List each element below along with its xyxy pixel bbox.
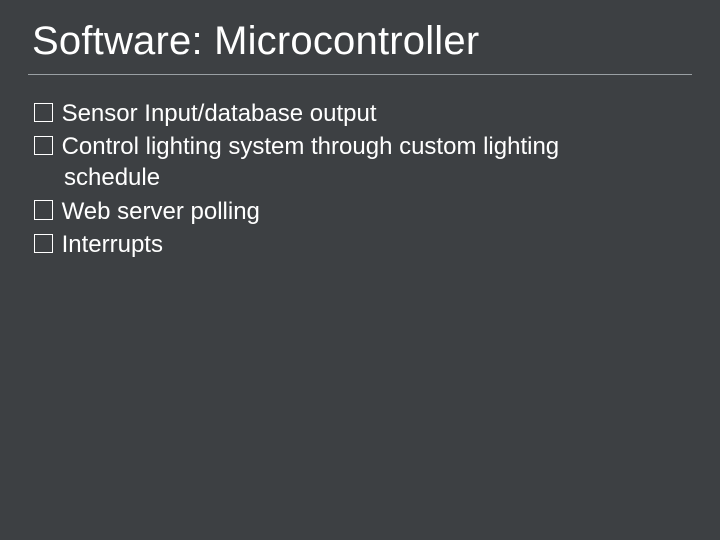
slide-title: Software: Microcontroller [32, 18, 688, 64]
slide-body: Sensor Input/database output Control lig… [34, 98, 660, 262]
list-item-text: Interrupts [62, 231, 163, 258]
square-bullet-icon [34, 200, 53, 219]
square-bullet-icon [34, 103, 53, 122]
square-bullet-icon [34, 234, 53, 253]
list-item: Interrupts [34, 229, 660, 260]
title-divider [28, 74, 692, 75]
list-item-text: Web server polling [62, 198, 260, 225]
list-item: Web server polling [34, 196, 660, 227]
slide: Software: Microcontroller Sensor Input/d… [0, 0, 720, 540]
square-bullet-icon [34, 136, 53, 155]
list-item-text: Sensor Input/database output [62, 100, 377, 127]
list-item-text: Control lighting system through custom l… [62, 133, 560, 191]
list-item: Sensor Input/database output [34, 98, 660, 129]
list-item: Control lighting system through custom l… [34, 131, 660, 193]
